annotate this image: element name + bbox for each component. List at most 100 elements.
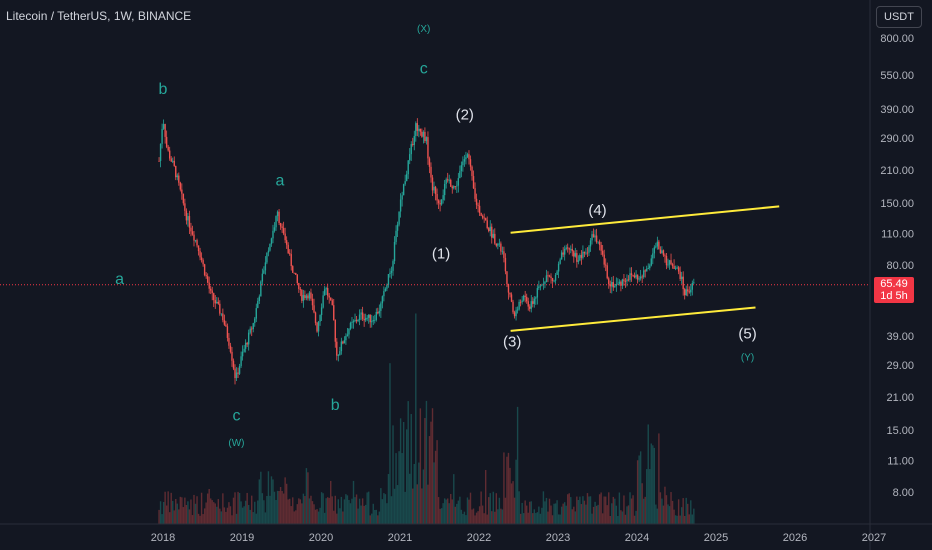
- volume-bar: [588, 496, 590, 524]
- candle-body: [311, 298, 314, 306]
- wave-label[interactable]: (1): [432, 246, 450, 263]
- volume-bar: [254, 501, 256, 524]
- candle-body: [633, 275, 636, 278]
- wave-label[interactable]: b: [159, 81, 168, 98]
- candle-body: [234, 368, 236, 379]
- volume-bar: [261, 493, 264, 524]
- volume-bar: [295, 510, 297, 524]
- candle-body: [626, 279, 628, 282]
- candle-body: [465, 157, 467, 160]
- candle-body: [445, 179, 447, 184]
- candle-body: [556, 271, 558, 275]
- currency-button[interactable]: USDT: [876, 6, 922, 28]
- time-tick-label: 2024: [625, 532, 649, 544]
- candle-body: [545, 275, 548, 282]
- wave-label[interactable]: (4): [588, 202, 606, 219]
- volume-bar: [544, 501, 546, 524]
- wave-label[interactable]: c: [232, 407, 240, 424]
- volume-bar: [586, 493, 589, 524]
- candle-body: [266, 252, 268, 263]
- volume-bar: [451, 499, 453, 524]
- candle-body: [592, 234, 595, 238]
- candle-body: [668, 260, 671, 265]
- symbol-title[interactable]: Litecoin / TetherUS, 1W, BINANCE: [6, 9, 192, 23]
- candle-body: [158, 160, 160, 162]
- candle-body: [223, 320, 226, 325]
- volume-bar: [395, 453, 397, 524]
- volume-bar: [574, 511, 577, 524]
- candle-body: [530, 301, 532, 309]
- candle-body: [469, 159, 472, 167]
- candle-body: [577, 260, 580, 262]
- wave-label[interactable]: (W): [228, 438, 244, 449]
- candle-body: [235, 372, 238, 379]
- volume-bar: [308, 498, 311, 524]
- elliott-wave-labels: b a c (W) b (X) c a (1) (2) (3) (4) (5) (Y): [115, 24, 757, 449]
- volume-bar: [170, 492, 172, 524]
- candle-body: [191, 231, 194, 235]
- volume-bar: [419, 408, 422, 524]
- candle-body: [228, 337, 230, 346]
- candle-body: [206, 276, 209, 283]
- volume-bar: [639, 451, 642, 524]
- volume-bar: [431, 408, 434, 524]
- time-axis[interactable]: 2018 2019 2020 2021 2022 2023 2024 2025 2026 2027: [0, 523, 932, 544]
- volume-bar: [187, 501, 189, 524]
- wave-label[interactable]: (Y): [741, 352, 754, 363]
- candle-body: [197, 245, 200, 252]
- candle-body: [671, 264, 674, 266]
- wave-label[interactable]: a: [115, 271, 124, 288]
- candle-body: [451, 186, 453, 189]
- time-tick-label: 2026: [783, 532, 807, 544]
- volume-bar: [605, 496, 607, 524]
- candle-body: [632, 274, 634, 276]
- candle-body: [503, 251, 505, 258]
- volume-bar: [182, 507, 185, 524]
- volume-bar: [380, 488, 382, 524]
- volume-bar: [468, 499, 470, 524]
- candle-body: [609, 284, 611, 287]
- candle-body: [615, 284, 618, 287]
- volume-bar: [603, 496, 605, 524]
- candle-body: [167, 146, 169, 151]
- volume-bar: [284, 477, 286, 524]
- candle-body: [355, 319, 358, 322]
- volume-bar: [384, 494, 387, 524]
- candle-body: [434, 186, 437, 195]
- wave-label[interactable]: b: [331, 397, 340, 414]
- volume-bar: [193, 494, 195, 524]
- candle-body: [317, 321, 320, 332]
- wave-label[interactable]: a: [275, 172, 284, 189]
- volume-bar: [504, 497, 507, 524]
- candle-body: [366, 317, 368, 319]
- candle-body: [639, 276, 642, 279]
- channel-upper-line[interactable]: [510, 205, 780, 234]
- volume-bar: [556, 500, 558, 524]
- wave-label[interactable]: (3): [503, 333, 521, 350]
- volume-bar: [323, 512, 326, 524]
- candle-body: [176, 175, 178, 178]
- volume-bar: [474, 515, 476, 524]
- channel-lower-line[interactable]: [510, 306, 756, 332]
- candle-body: [428, 158, 431, 167]
- wave-label[interactable]: (X): [417, 24, 430, 35]
- wave-label[interactable]: (5): [738, 326, 756, 343]
- price-axis[interactable]: 800.00 550.00 390.00 290.00 210.00 150.00 110.…: [869, 0, 914, 550]
- candle-body: [513, 312, 516, 317]
- candle-body: [285, 240, 288, 245]
- candle-body: [320, 307, 323, 316]
- volume-bar: [524, 500, 526, 524]
- volume-bar: [433, 462, 435, 524]
- candle-body: [506, 271, 508, 284]
- volume-bar: [656, 508, 659, 524]
- volume-bar: [178, 509, 180, 524]
- candle-body: [560, 252, 563, 260]
- wave-label[interactable]: c: [420, 61, 428, 78]
- volume-bar: [510, 483, 513, 524]
- volume-bar: [422, 469, 425, 524]
- candle-body: [687, 289, 689, 292]
- volume-bar: [418, 462, 420, 524]
- volume-bar: [567, 494, 569, 524]
- wave-label[interactable]: (2): [456, 106, 474, 123]
